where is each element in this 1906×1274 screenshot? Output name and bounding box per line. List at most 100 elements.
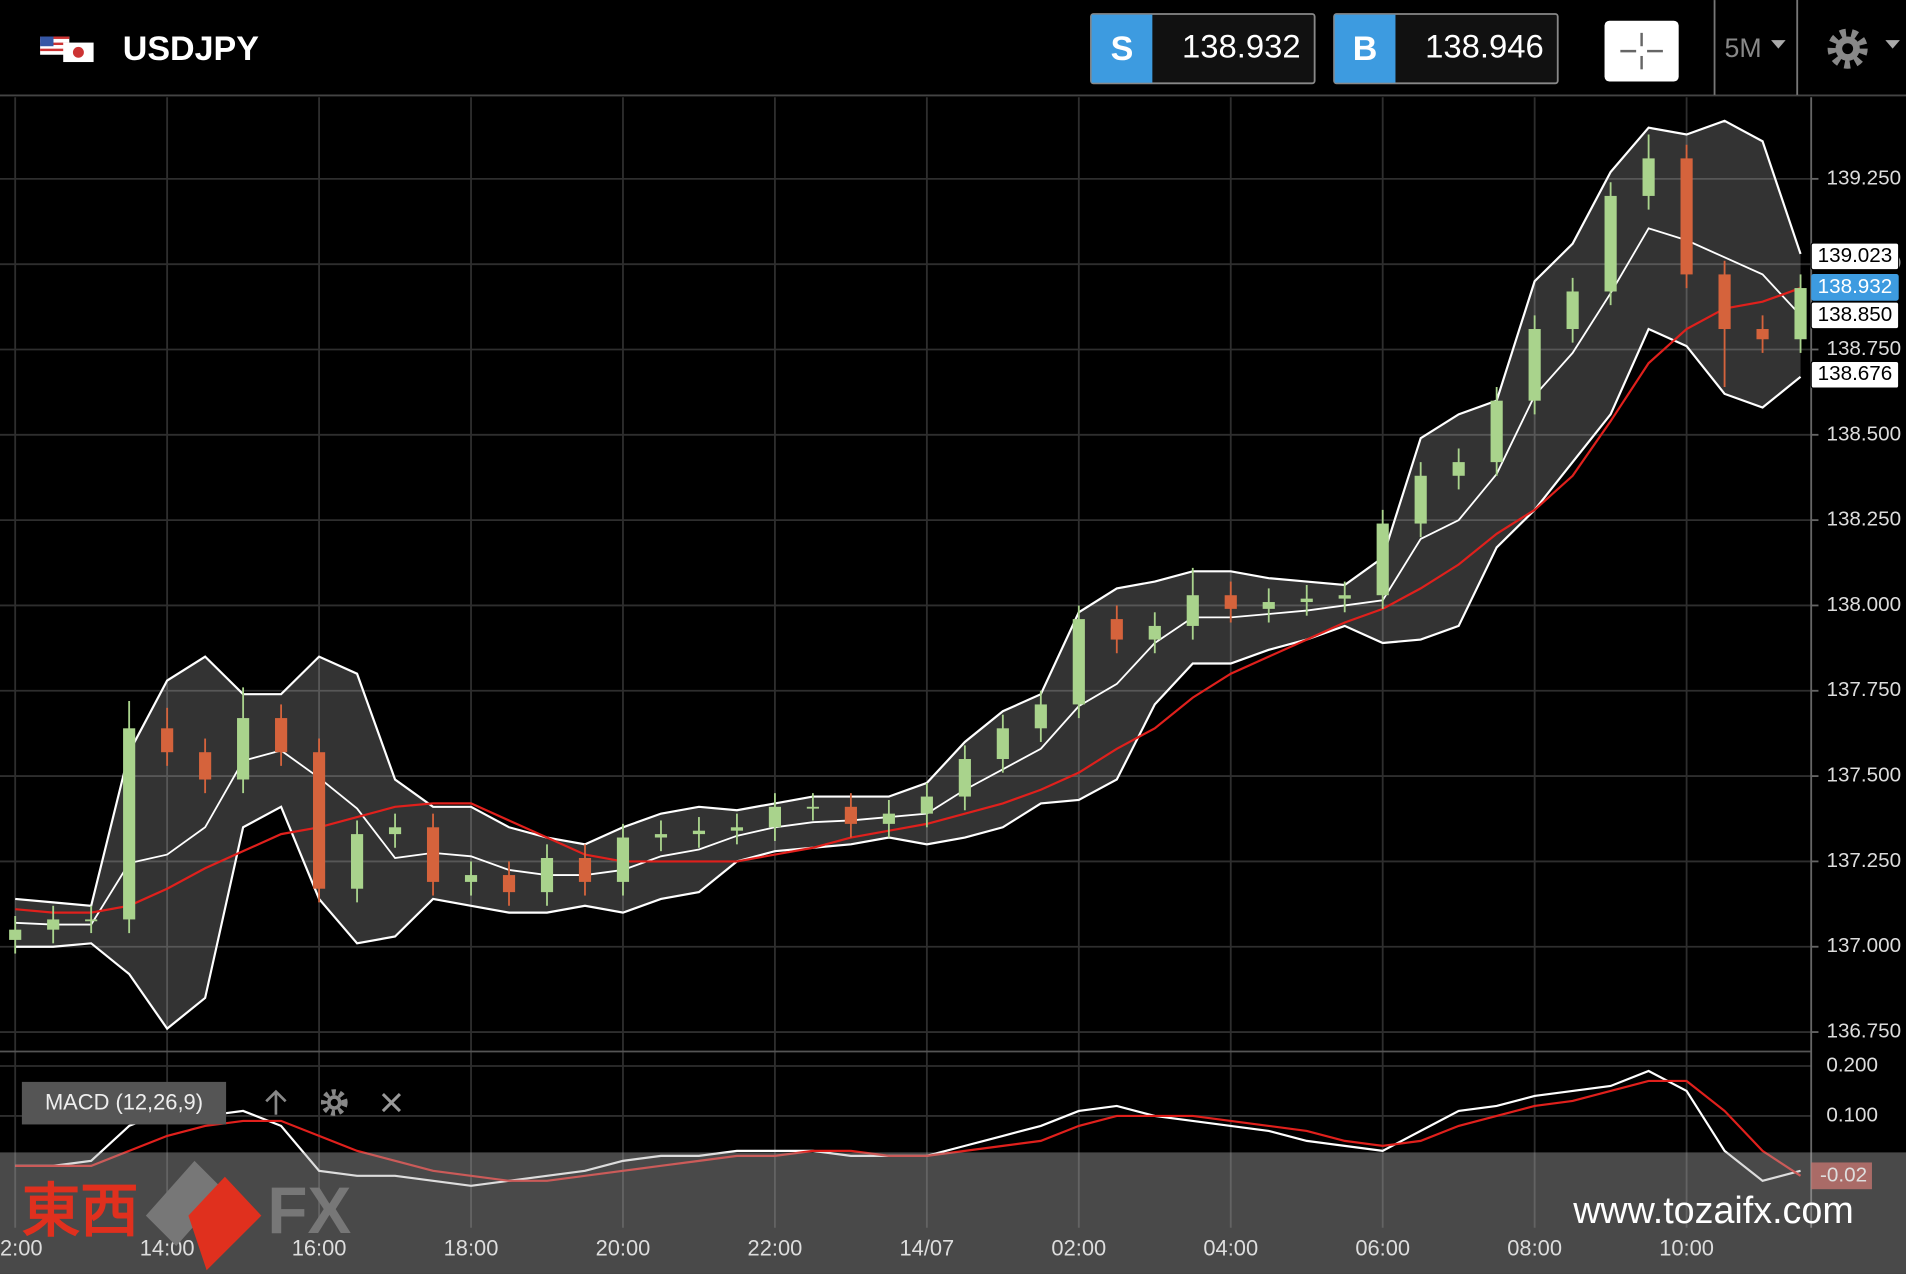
y-tick-label: 0.200	[1826, 1053, 1878, 1076]
candle-body	[1338, 595, 1351, 599]
x-tick-label: 04:00	[1203, 1235, 1258, 1260]
candle-body	[85, 919, 98, 922]
candle-body	[1148, 625, 1161, 640]
candle-body	[161, 728, 174, 753]
price-marker-label: 138.676	[1818, 362, 1893, 385]
candle-body	[47, 919, 60, 930]
candle-body	[502, 875, 516, 893]
x-tick-label: 16:00	[292, 1235, 347, 1260]
candle-body	[350, 834, 364, 889]
candle-body	[768, 806, 781, 828]
candle-body	[1528, 329, 1541, 401]
candle-body	[578, 858, 592, 882]
candle-body	[123, 728, 136, 920]
sell-price: 138.932	[1182, 27, 1301, 64]
macd-current-marker	[1811, 1162, 1872, 1190]
candle-body	[1452, 462, 1465, 476]
candle-body	[540, 858, 554, 893]
candle-body	[1376, 523, 1389, 596]
candle-body	[1072, 619, 1085, 705]
candle-body	[1756, 329, 1769, 340]
watermark-logo	[145, 1160, 262, 1271]
x-tick-label: 12:00	[0, 1235, 43, 1260]
candle-body	[388, 827, 402, 835]
price-marker	[1811, 274, 1899, 301]
candle-body	[1224, 595, 1237, 609]
axis-layer: 136.750 137.000 137.250 137.500 137.750 138.0…	[1810, 166, 1901, 1190]
x-tick-label: 20:00	[596, 1235, 651, 1260]
candle-body	[1414, 475, 1427, 524]
currency-flags	[40, 36, 94, 63]
candle-body	[958, 759, 971, 797]
sell-label: S	[1111, 30, 1134, 68]
candle-body	[882, 813, 895, 824]
y-tick-label: 138.000	[1826, 593, 1901, 616]
watermark-fx: FX	[267, 1174, 351, 1247]
candle-body	[1034, 704, 1047, 729]
y-tick-label: 137.750	[1826, 678, 1901, 701]
watermark-url: www.tozaifx.com	[1572, 1189, 1854, 1231]
price-marker-label: 139.023	[1818, 244, 1893, 267]
macd-label-box[interactable]	[21, 1081, 227, 1125]
candle-body	[464, 875, 478, 882]
sell-button[interactable]: S 138.932	[1090, 13, 1316, 85]
timeframe-selector[interactable]: 5M	[1725, 33, 1786, 63]
candle-body	[1110, 619, 1123, 640]
candle-body	[1604, 195, 1617, 292]
candle-body	[275, 718, 288, 753]
x-tick-label: 22:00	[748, 1235, 803, 1260]
candle-body	[237, 718, 250, 780]
bollinger-upper	[15, 119, 1802, 907]
x-tick-label: 08:00	[1507, 1235, 1562, 1260]
candle-body	[1566, 291, 1579, 330]
signal-line	[15, 1079, 1802, 1182]
x-tick-label: 18:00	[444, 1235, 499, 1260]
x-tick-label: 06:00	[1355, 1235, 1410, 1260]
plot-layer	[9, 119, 1807, 1031]
y-tick-label: 138.500	[1826, 422, 1901, 445]
bollinger-middle	[15, 227, 1802, 926]
buy-button[interactable]: B 138.946	[1333, 13, 1559, 85]
candle-body	[1490, 400, 1503, 463]
y-tick-label: 0.100	[1826, 1103, 1878, 1126]
macd-settings[interactable]	[320, 1089, 348, 1116]
x-tick-label: 02:00	[1051, 1235, 1106, 1260]
crosshair-button[interactable]	[1604, 20, 1679, 82]
candle-body	[1186, 595, 1199, 626]
macd-close[interactable]	[381, 1092, 401, 1113]
price-marker	[1810, 360, 1900, 389]
header-bar	[0, 0, 1906, 95]
x-tick-label: 14/07	[899, 1235, 954, 1260]
candle-body	[9, 929, 22, 940]
price-marker	[1810, 242, 1900, 271]
candle-body	[654, 834, 668, 838]
price-marker	[1810, 301, 1900, 330]
candle-body	[844, 806, 857, 824]
x-tick-label: 14:00	[140, 1235, 195, 1260]
grid-layer	[0, 97, 1812, 1228]
y-tick-label: 137.250	[1826, 849, 1901, 872]
x-label-layer: 12:00 14:00 16:00 18:00 20:00 22:00 14/07 02:00…	[0, 1235, 1714, 1260]
price-marker-label: 138.850	[1818, 303, 1893, 326]
candle-body	[806, 806, 819, 809]
watermark-banner	[0, 1152, 1906, 1274]
y-tick-label: 139.250	[1826, 166, 1901, 189]
watermark-brand: 東西	[22, 1179, 139, 1244]
macd-move-up[interactable]	[265, 1089, 287, 1115]
price-marker-label: 138.932	[1818, 275, 1893, 298]
symbol: USDJPY	[123, 30, 259, 68]
y-tick-label: 138.250	[1826, 508, 1901, 531]
candle-body	[1642, 158, 1655, 196]
candle-body	[426, 827, 440, 882]
x-tick-label: 10:00	[1659, 1235, 1714, 1260]
macd-layer	[15, 1069, 1802, 1187]
settings-button[interactable]	[1827, 28, 1900, 69]
candle-body	[1262, 602, 1275, 609]
buy-price: 138.946	[1425, 27, 1544, 64]
candle-body	[1300, 598, 1313, 603]
macd-label: MACD (12,26,9)	[45, 1090, 203, 1115]
candle-body	[996, 728, 1009, 760]
bollinger-lower	[15, 327, 1802, 1031]
candle-body	[1680, 158, 1693, 275]
